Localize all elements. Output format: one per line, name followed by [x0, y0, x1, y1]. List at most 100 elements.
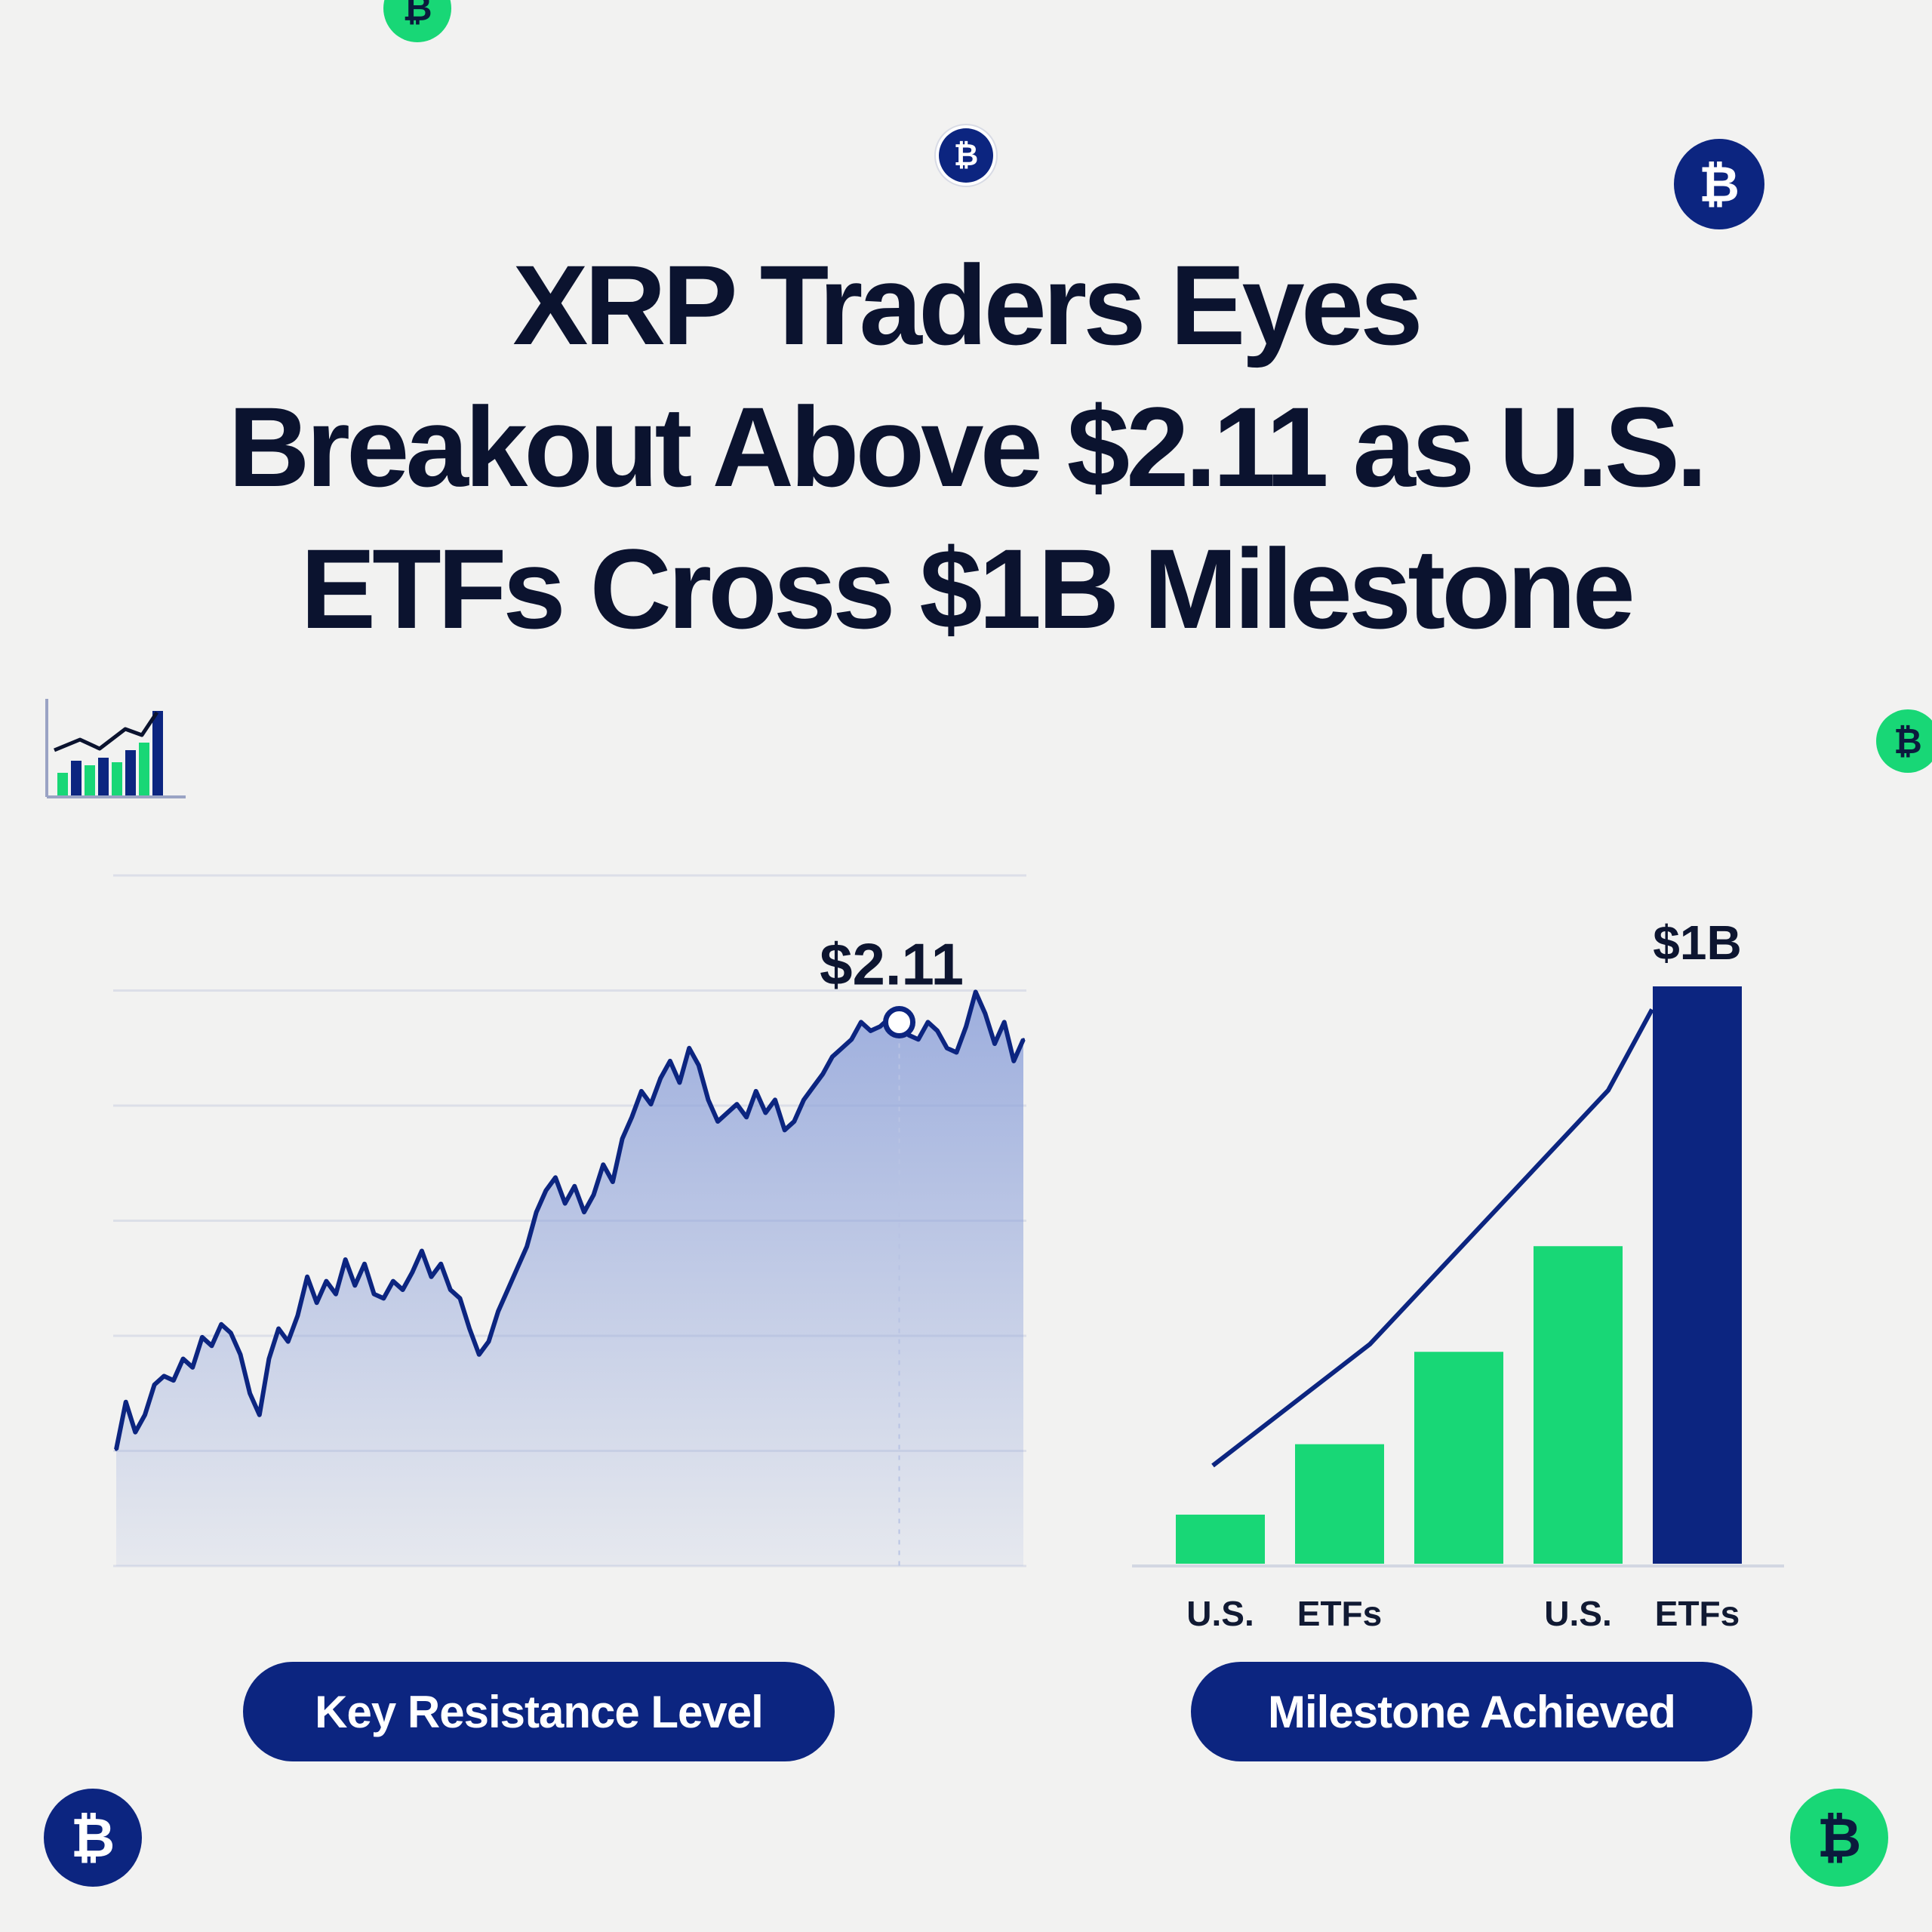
price-point	[238, 1352, 242, 1356]
price-point	[955, 1051, 958, 1054]
price-point	[134, 1430, 137, 1434]
icon-bar	[125, 750, 136, 795]
etf-bar	[1176, 1514, 1265, 1564]
price-point	[745, 1115, 749, 1119]
price-point	[448, 1288, 452, 1291]
price-point	[639, 1089, 643, 1093]
price-point	[296, 1314, 300, 1318]
icon-bar	[57, 773, 68, 795]
bar-line-chart-icon	[45, 699, 186, 798]
icon-bar	[71, 761, 82, 795]
price-point	[468, 1327, 472, 1331]
headline: XRP Traders Eyes Breakout Above $2.11 as…	[106, 234, 1826, 660]
price-point	[754, 1089, 758, 1093]
price-point	[1022, 1038, 1025, 1041]
price-point	[649, 1103, 653, 1106]
price-point	[325, 1279, 328, 1283]
price-area	[116, 992, 1023, 1566]
category-label: ETFs	[1655, 1594, 1740, 1633]
price-point	[362, 1262, 366, 1266]
price-point	[200, 1335, 204, 1339]
price-point	[582, 1211, 586, 1214]
price-point	[926, 1020, 930, 1024]
price-point	[306, 1275, 309, 1278]
price-point	[1012, 1059, 1016, 1063]
category-label: U.S.	[1186, 1594, 1254, 1633]
price-point	[229, 1331, 232, 1335]
price-point	[391, 1279, 395, 1283]
coin-icon: ₿	[383, 0, 451, 42]
price-point	[688, 1046, 691, 1050]
resistance-label: $2.11	[820, 931, 964, 997]
etf-trend-line	[1211, 1008, 1654, 1468]
price-point	[945, 1046, 949, 1050]
price-point	[878, 1025, 882, 1029]
price-point	[850, 1038, 854, 1041]
price-point	[372, 1292, 376, 1296]
coin-symbol: ₿	[70, 1806, 115, 1869]
price-point	[678, 1081, 681, 1084]
icon-bar	[152, 711, 163, 795]
price-point	[544, 1189, 548, 1192]
coin-icon: ₿	[44, 1789, 142, 1887]
milestone-achieved-button[interactable]: Milestone Achieved	[1191, 1662, 1752, 1761]
icon-bar	[98, 758, 109, 795]
category-label: ETFs	[1297, 1594, 1382, 1633]
price-point	[506, 1288, 509, 1291]
price-point	[630, 1115, 634, 1119]
price-point	[964, 1025, 968, 1029]
headline-line-1: XRP Traders Eyes	[512, 242, 1423, 368]
headline-line-3: ETFs Cross $1B Milestone	[300, 525, 1635, 652]
icon-bar	[139, 743, 149, 795]
price-point	[725, 1111, 729, 1115]
etf-bar	[1534, 1246, 1623, 1564]
price-point	[401, 1288, 405, 1291]
resistance-marker	[883, 1005, 916, 1038]
price-point	[411, 1271, 414, 1275]
price-point	[716, 1119, 720, 1123]
price-area-chart: $2.11	[113, 874, 1026, 1567]
price-point	[382, 1297, 386, 1300]
price-point	[659, 1076, 663, 1080]
price-point	[458, 1297, 462, 1300]
etf-bar	[1414, 1352, 1503, 1564]
price-point	[1002, 1020, 1006, 1024]
price-point	[315, 1301, 318, 1305]
price-point	[697, 1063, 700, 1067]
coin-icon: ₿	[1790, 1789, 1888, 1887]
bar-value-label: $1B	[1653, 915, 1741, 970]
price-point	[801, 1098, 805, 1102]
price-point	[668, 1059, 672, 1063]
headline-line-2: Breakout Above $2.11 as U.S.	[228, 383, 1707, 510]
price-line	[114, 989, 1026, 1451]
price-point	[525, 1244, 529, 1248]
price-point	[764, 1111, 768, 1115]
price-point	[983, 1012, 987, 1015]
coin-symbol: ₿	[402, 0, 432, 29]
price-point	[286, 1340, 290, 1343]
price-point	[706, 1098, 710, 1102]
etf-bar-chart: U.S. ETFs U.S. ETFs $1B	[1132, 915, 1784, 1633]
price-point	[554, 1176, 558, 1180]
price-point	[487, 1340, 491, 1343]
coin-symbol: ₿	[1817, 1806, 1862, 1869]
price-point	[181, 1357, 185, 1361]
etf-bar	[1653, 986, 1742, 1564]
price-point	[210, 1344, 214, 1348]
price-point	[821, 1072, 825, 1076]
price-point	[220, 1322, 223, 1326]
coin-icon: ₿	[1674, 139, 1764, 229]
price-point	[534, 1211, 538, 1214]
price-point	[811, 1085, 815, 1089]
price-point	[267, 1357, 271, 1361]
coin-symbol: ₿	[1894, 721, 1922, 761]
price-point	[477, 1352, 481, 1356]
price-point	[497, 1309, 500, 1313]
icon-trend-line	[54, 711, 159, 752]
coin-icon: ₿	[939, 128, 993, 183]
price-point	[735, 1103, 739, 1106]
key-resistance-level-button[interactable]: Key Resistance Level	[243, 1662, 835, 1761]
price-point	[429, 1275, 433, 1278]
price-point	[993, 1042, 997, 1046]
price-point	[611, 1180, 614, 1184]
